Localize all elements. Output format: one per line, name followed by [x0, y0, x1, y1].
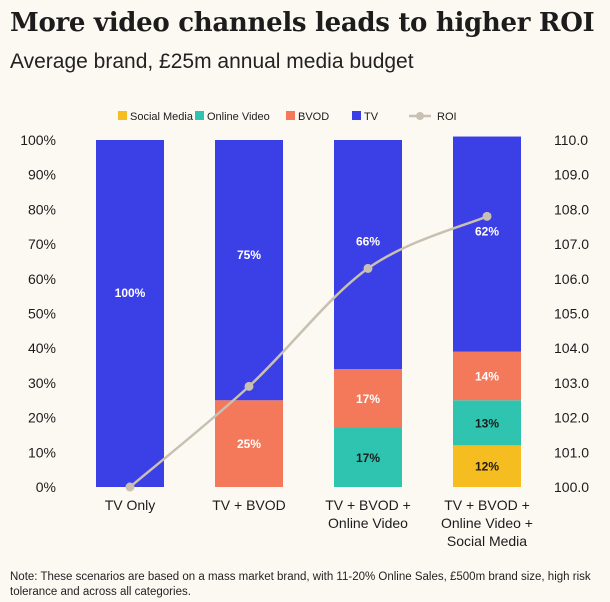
- left-axis-tick-label: 80%: [28, 201, 56, 217]
- legend-swatch-social-media: [118, 111, 127, 120]
- data-label: 13%: [475, 416, 499, 430]
- legend-label: Social Media: [130, 111, 194, 123]
- left-axis-tick-label: 0%: [36, 479, 56, 495]
- legend-swatch-online-video: [195, 111, 204, 120]
- legend-label: ROI: [437, 111, 457, 123]
- x-axis-category-label: TV + BVOD +: [444, 497, 530, 513]
- data-label: 66%: [356, 234, 380, 248]
- x-axis-category-label: TV Only: [105, 497, 156, 513]
- legend-label: BVOD: [298, 111, 329, 123]
- legend-label: TV: [364, 111, 379, 123]
- right-axis-tick-label: 103.0: [554, 375, 589, 391]
- left-axis-tick-label: 60%: [28, 271, 56, 287]
- right-axis-tick-label: 107.0: [554, 236, 589, 252]
- x-axis-category-label: Social Media: [447, 533, 527, 549]
- right-axis-tick-label: 102.0: [554, 410, 589, 426]
- bar-segment-online-video: [334, 428, 402, 487]
- legend-roi-marker: [416, 112, 424, 120]
- left-axis-tick-label: 10%: [28, 444, 56, 460]
- x-axis-category-label: Online Video: [328, 515, 408, 531]
- bar-segment-bvod: [334, 369, 402, 429]
- x-axis-category-label: Online Video +: [441, 515, 533, 531]
- data-label: 25%: [237, 437, 261, 451]
- legend-swatch-tv: [352, 111, 361, 120]
- data-label: 17%: [356, 392, 380, 406]
- right-axis-tick-label: 104.0: [554, 340, 589, 356]
- left-axis-tick-label: 20%: [28, 410, 56, 426]
- bar-segment-online-video: [453, 400, 521, 446]
- footnote: Note: These scenarios are based on a mas…: [10, 571, 591, 598]
- right-axis-tick-label: 101.0: [554, 444, 589, 460]
- right-axis-tick-label: 100.0: [554, 479, 589, 495]
- x-axis-category-label: TV + BVOD +: [325, 497, 411, 513]
- x-axis-category-label: TV + BVOD: [212, 497, 286, 513]
- data-label: 75%: [237, 248, 261, 262]
- left-axis-tick-label: 90%: [28, 167, 56, 183]
- data-label: 17%: [356, 451, 380, 465]
- chart-subtitle: Average brand, £25m annual media budget: [10, 50, 414, 73]
- data-label: 12%: [475, 460, 499, 474]
- left-axis-tick-label: 30%: [28, 375, 56, 391]
- right-axis-tick-label: 109.0: [554, 167, 589, 183]
- data-label: 100%: [115, 286, 146, 300]
- left-axis-tick-label: 40%: [28, 340, 56, 356]
- legend-swatch-bvod: [286, 111, 295, 120]
- bar-segment-bvod: [215, 400, 283, 487]
- right-axis-tick-label: 108.0: [554, 201, 589, 217]
- left-axis-tick-label: 70%: [28, 236, 56, 252]
- stacked-bar-chart: 0% 10% 20% 30% 40% 50% 60% 70% 80% 90% 100% 100.0 10…: [20, 111, 589, 549]
- chart-title: More video channels leads to higher ROI: [10, 8, 595, 38]
- bar-segment-tv: [453, 136, 521, 352]
- bar-segment-bvod: [453, 351, 521, 401]
- data-label: 14%: [475, 369, 499, 383]
- roi-point: [482, 211, 492, 221]
- bar-segment-tv: [215, 140, 283, 401]
- right-axis-tick-label: 106.0: [554, 271, 589, 287]
- left-axis-tick-label: 100%: [20, 132, 56, 148]
- roi-point: [125, 482, 135, 492]
- right-axis-tick-label: 105.0: [554, 306, 589, 322]
- roi-line: [129, 215, 488, 488]
- bar-segment-social-media: [453, 445, 521, 487]
- bar-segment-tv: [96, 140, 164, 487]
- data-label: 62%: [475, 225, 499, 239]
- roi-point: [363, 263, 373, 273]
- left-axis-tick-label: 50%: [28, 306, 56, 322]
- right-axis-tick-label: 110.0: [554, 132, 588, 148]
- legend-label: Online Video: [207, 111, 270, 123]
- roi-point: [244, 381, 254, 391]
